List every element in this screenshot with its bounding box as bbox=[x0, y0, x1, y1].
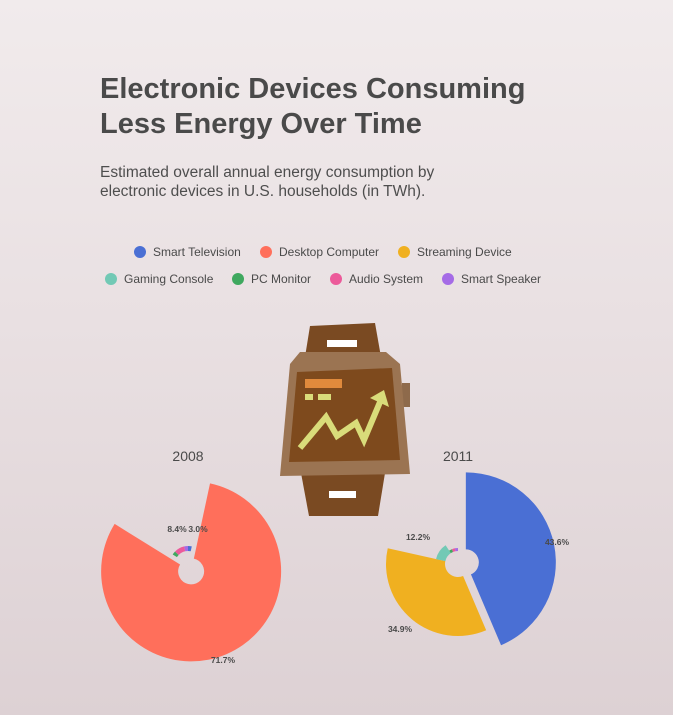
pie-2011-slice-pc-monitor bbox=[449, 549, 454, 554]
legend-label-gaming-console: Gaming Console bbox=[124, 272, 214, 286]
pie-2008-slice-smart-television bbox=[188, 546, 192, 552]
legend-label-smart-speaker: Smart Speaker bbox=[461, 272, 542, 286]
legend-label-pc-monitor: PC Monitor bbox=[251, 272, 312, 286]
watch-screen-mark-1 bbox=[305, 394, 313, 400]
title-line-2: Less Energy Over Time bbox=[100, 108, 422, 140]
subtitle-line-2: electronic devices in U.S. households (i… bbox=[100, 183, 426, 200]
legend-swatch-smart-television bbox=[134, 246, 146, 258]
watch-screen-bar bbox=[305, 379, 342, 388]
pie-2011-slice-smart-television bbox=[465, 472, 556, 646]
pie-2008-slice-smart-speaker bbox=[184, 546, 188, 552]
page-subtitle: Estimated overall annual energy consumpt… bbox=[100, 163, 520, 201]
legend-item-gaming-console: Gaming Console bbox=[105, 270, 213, 288]
pie-2008-label-smart-television: 3.0% bbox=[188, 524, 208, 534]
pie-2011-slice-audio-system bbox=[451, 548, 456, 552]
legend-item-smart-speaker: Smart Speaker bbox=[442, 270, 541, 288]
watch-trend-line bbox=[297, 400, 383, 450]
pie-2011-slice-streaming-device bbox=[385, 548, 487, 637]
pie-2011 bbox=[385, 472, 556, 646]
watch-band-bottom-slot bbox=[329, 491, 356, 498]
legend-swatch-streaming-device bbox=[398, 246, 410, 258]
watch-trend-arrow bbox=[370, 390, 389, 407]
legend-swatch-audio-system bbox=[330, 273, 342, 285]
pie-title-2011: 2011 bbox=[443, 448, 473, 464]
pie-2008-slice-audio-system bbox=[175, 546, 186, 555]
title-line-1: Electronic Devices Consuming bbox=[100, 73, 526, 105]
pie-2011-label-streaming-device: 34.9% bbox=[388, 624, 413, 634]
legend-label-audio-system: Audio System bbox=[349, 272, 424, 286]
subtitle-line-1: Estimated overall annual energy consumpt… bbox=[100, 164, 435, 181]
legend-item-desktop-computer: Desktop Computer bbox=[260, 243, 379, 261]
pie-2008 bbox=[101, 483, 282, 662]
page-title: Electronic Devices Consuming Less Energy… bbox=[100, 72, 580, 142]
watch-crown bbox=[402, 383, 410, 407]
watch-screen-mark-2 bbox=[318, 394, 331, 400]
legend-swatch-gaming-console bbox=[105, 273, 117, 285]
legend-item-smart-television: Smart Television bbox=[134, 243, 241, 261]
pie-2011-slice-gaming-console bbox=[436, 545, 451, 562]
pie-2011-slice-smart-speaker bbox=[454, 548, 458, 552]
legend-label-smart-television: Smart Television bbox=[153, 245, 241, 259]
pie-2008-slice-desktop-computer bbox=[101, 483, 282, 662]
legend-swatch-smart-speaker bbox=[442, 273, 454, 285]
pie-2008-label-desktop-computer: 71.7% bbox=[211, 655, 236, 665]
legend-swatch-desktop-computer bbox=[260, 246, 272, 258]
legend-item-streaming-device: Streaming Device bbox=[398, 243, 512, 261]
watch-band-top-slot bbox=[327, 340, 357, 347]
legend-label-streaming-device: Streaming Device bbox=[417, 245, 512, 259]
legend-label-desktop-computer: Desktop Computer bbox=[279, 245, 380, 259]
pie-2011-label-smart-television: 43.6% bbox=[545, 537, 570, 547]
legend-item-pc-monitor: PC Monitor bbox=[232, 270, 311, 288]
watch-screen bbox=[289, 368, 400, 462]
pie-2011-label-gaming-console: 12.2% bbox=[406, 532, 431, 542]
pie-2008-slice-pc-monitor bbox=[172, 551, 179, 558]
legend-swatch-pc-monitor bbox=[232, 273, 244, 285]
pie-title-2008: 2008 bbox=[172, 448, 203, 464]
legend-item-audio-system: Audio System bbox=[330, 270, 423, 288]
pie-2008-label-audio-system: 8.4% bbox=[167, 524, 187, 534]
smartwatch-icon bbox=[280, 323, 410, 516]
